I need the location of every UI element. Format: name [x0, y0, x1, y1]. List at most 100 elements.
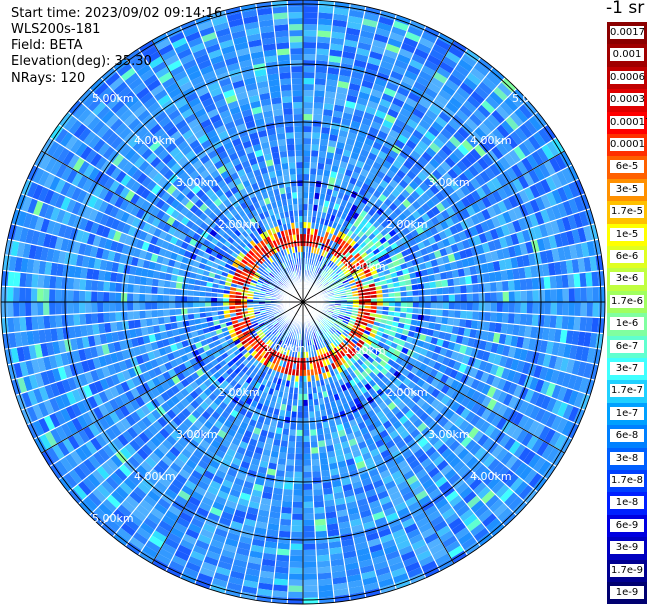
- range-gate-cell: [425, 146, 437, 158]
- range-gate-cell: [516, 255, 525, 268]
- range-gate-cell: [323, 103, 335, 111]
- range-gate-cell: [357, 154, 368, 164]
- range-gate-cell: [325, 151, 335, 160]
- range-gate-cell: [314, 331, 319, 338]
- range-gate-cell: [303, 54, 316, 61]
- range-gate-cell: [518, 189, 530, 204]
- range-gate-cell: [562, 387, 574, 404]
- range-gate-cell: [335, 251, 343, 259]
- range-gate-cell: [447, 472, 461, 486]
- range-gate-cell: [529, 405, 541, 421]
- range-gate-cell: [316, 554, 331, 562]
- range-gate-cell: [473, 446, 487, 460]
- range-gate-cell: [491, 109, 506, 125]
- range-gate-cell: [500, 119, 515, 135]
- range-gate-cell: [287, 392, 294, 400]
- range-gate-cell: [280, 506, 293, 514]
- range-gate-cell: [335, 503, 348, 512]
- range-gate-cell: [441, 316, 449, 325]
- range-gate-cell: [388, 129, 400, 140]
- range-gate-cell: [371, 359, 380, 368]
- range-gate-cell: [470, 90, 486, 105]
- range-gate-cell: [49, 288, 56, 302]
- range-gate-cell: [460, 196, 472, 208]
- range-gate-cell: [428, 141, 441, 154]
- range-gate-cell: [510, 232, 520, 246]
- range-gate-cell: [392, 434, 403, 445]
- range-gate-cell: [464, 247, 474, 259]
- range-gate-cell: [405, 284, 413, 292]
- range-gate-cell: [469, 225, 479, 237]
- range-gate-cell: [430, 336, 439, 346]
- range-gate-cell: [318, 261, 323, 269]
- range-gate-cell: [218, 554, 235, 565]
- range-gate-cell: [418, 302, 425, 309]
- range-gate-cell: [311, 471, 322, 478]
- range-gate-cell: [517, 217, 528, 231]
- range-gate-cell: [326, 337, 333, 344]
- range-gate-cell: [334, 339, 341, 346]
- range-gate-cell: [333, 104, 345, 113]
- range-gate-cell: [409, 271, 417, 280]
- range-gate-cell: [313, 506, 326, 514]
- range-gate-cell: [341, 331, 349, 338]
- range-gate-cell: [339, 62, 354, 72]
- range-gate-cell: [379, 236, 388, 245]
- range-gate-cell: [430, 302, 437, 310]
- range-gate-cell: [513, 145, 527, 161]
- range-gate-cell: [568, 302, 575, 317]
- range-gate-cell: [354, 276, 361, 282]
- range-gate-cell: [349, 239, 357, 248]
- range-gate-cell: [352, 242, 360, 250]
- range-gate-cell: [376, 424, 386, 434]
- range-gate-cell: [428, 322, 436, 330]
- range-gate-cell: [464, 48, 481, 63]
- range-gate-cell: [383, 87, 397, 98]
- range-gate-cell: [563, 245, 572, 261]
- range-gate-cell: [337, 315, 345, 320]
- range-gate-cell: [432, 455, 445, 467]
- range-gate-cell: [61, 314, 69, 328]
- range-gate-cell: [333, 7, 350, 16]
- range-gate-cell: [475, 380, 486, 393]
- range-gate-cell: [67, 314, 75, 327]
- range-gate-cell: [350, 284, 358, 290]
- range-gate-cell: [316, 336, 321, 344]
- range-gate-cell: [275, 554, 290, 562]
- range-gate-cell: [438, 480, 452, 493]
- range-gate-cell: [272, 487, 284, 495]
- range-gate-cell: [395, 154, 407, 165]
- range-gate-cell: [487, 458, 501, 472]
- range-gate-cell: [344, 495, 357, 504]
- range-gate-cell: [311, 386, 318, 394]
- range-gate-cell: [456, 126, 470, 140]
- range-gate-cell: [270, 499, 283, 507]
- range-gate-cell: [461, 238, 471, 250]
- range-gate-cell: [403, 273, 411, 281]
- range-gate-cell: [424, 504, 439, 517]
- range-gate-cell: [480, 371, 490, 384]
- range-gate-cell: [348, 350, 356, 357]
- range-gate-cell: [294, 465, 303, 472]
- range-gate-cell: [325, 245, 332, 253]
- range-gate-cell: [526, 153, 539, 169]
- range-gate-cell: [485, 218, 496, 231]
- range-gate-cell: [464, 345, 474, 357]
- range-gate-cell: [460, 536, 477, 551]
- range-gate-cell: [325, 338, 331, 346]
- range-gate-cell: [303, 234, 307, 241]
- range-gate-cell: [490, 250, 499, 262]
- range-gate-cell: [501, 247, 511, 260]
- range-gate-cell: [477, 157, 490, 171]
- range-gate-cell: [528, 115, 543, 132]
- range-gate-cell: [355, 460, 367, 470]
- range-gate-cell: [484, 292, 491, 302]
- range-gate-cell: [522, 337, 531, 350]
- range-gate-cell: [423, 314, 431, 323]
- range-gate-cell: [577, 361, 587, 378]
- range-gate-cell: [360, 321, 368, 327]
- range-gate-cell: [470, 499, 486, 514]
- range-gate-cell: [317, 18, 333, 26]
- range-gate-cell: [439, 323, 448, 333]
- range-gate-cell: [550, 302, 557, 316]
